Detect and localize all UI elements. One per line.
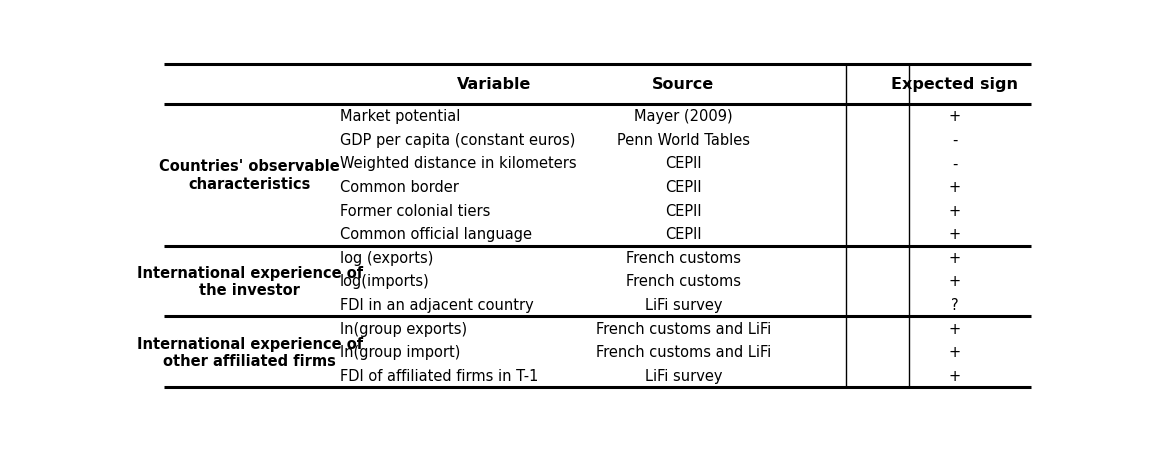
Text: +: + <box>948 345 961 359</box>
Text: ?: ? <box>950 298 958 313</box>
Text: Former colonial tiers: Former colonial tiers <box>340 203 491 218</box>
Text: Weighted distance in kilometers: Weighted distance in kilometers <box>340 156 577 171</box>
Text: log(imports): log(imports) <box>340 274 430 289</box>
Text: Expected sign: Expected sign <box>891 77 1018 92</box>
Text: -: - <box>951 133 957 147</box>
Text: Penn World Tables: Penn World Tables <box>617 133 750 147</box>
Text: LiFi survey: LiFi survey <box>645 298 722 313</box>
Text: ln(group import): ln(group import) <box>340 345 461 359</box>
Text: +: + <box>948 179 961 194</box>
Text: Source: Source <box>652 77 715 92</box>
Text: Mayer (2009): Mayer (2009) <box>634 109 732 124</box>
Text: GDP per capita (constant euros): GDP per capita (constant euros) <box>340 133 575 147</box>
Text: log (exports): log (exports) <box>340 250 434 265</box>
Text: FDI of affiliated firms in T-1: FDI of affiliated firms in T-1 <box>340 368 539 383</box>
Text: French customs and LiFi: French customs and LiFi <box>596 345 771 359</box>
Text: French customs and LiFi: French customs and LiFi <box>596 321 771 336</box>
Text: +: + <box>948 227 961 242</box>
Text: Common border: Common border <box>340 179 459 194</box>
Text: +: + <box>948 203 961 218</box>
Text: +: + <box>948 274 961 289</box>
Text: +: + <box>948 109 961 124</box>
Text: CEPII: CEPII <box>665 227 702 242</box>
Text: Variable: Variable <box>456 77 531 92</box>
Text: +: + <box>948 321 961 336</box>
Text: FDI in an adjacent country: FDI in an adjacent country <box>340 298 534 313</box>
Text: French customs: French customs <box>626 274 740 289</box>
Text: -: - <box>951 156 957 171</box>
Text: International experience of
the investor: International experience of the investor <box>136 265 363 298</box>
Text: Market potential: Market potential <box>340 109 461 124</box>
Text: CEPII: CEPII <box>665 156 702 171</box>
Text: French customs: French customs <box>626 250 740 265</box>
Text: International experience of
other affiliated firms: International experience of other affili… <box>136 336 363 368</box>
Text: LiFi survey: LiFi survey <box>645 368 722 383</box>
Text: +: + <box>948 368 961 383</box>
Text: CEPII: CEPII <box>665 179 702 194</box>
Text: +: + <box>948 250 961 265</box>
Text: Countries' observable
characteristics: Countries' observable characteristics <box>160 159 340 191</box>
Text: Common official language: Common official language <box>340 227 532 242</box>
Text: ln(group exports): ln(group exports) <box>340 321 468 336</box>
Text: CEPII: CEPII <box>665 203 702 218</box>
